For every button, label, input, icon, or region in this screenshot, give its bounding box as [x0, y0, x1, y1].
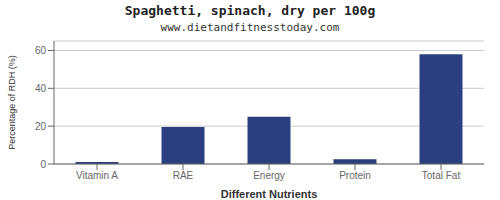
svg-text:20: 20	[35, 121, 47, 132]
svg-text:60: 60	[35, 45, 47, 56]
svg-text:Vitamin A: Vitamin A	[76, 170, 118, 181]
svg-text:Protein: Protein	[339, 170, 371, 181]
svg-text:0: 0	[40, 159, 46, 170]
html-text:Spaghetti, spinach, dry per 10: Spaghetti, spinach, dry per 100g	[124, 3, 376, 18]
svg-text:Total Fat: Total Fat	[422, 170, 461, 181]
svg-text:40: 40	[35, 83, 47, 94]
svg-text:Energy: Energy	[253, 170, 285, 181]
svg-text:Different Nutrients: Different Nutrients	[221, 188, 318, 198]
html-text:www.dietandfitnesstoday.com: www.dietandfitnesstoday.com	[160, 21, 340, 34]
svg-text:RAE: RAE	[173, 170, 194, 181]
svg-text:Percentage of RDH (%): Percentage of RDH (%)	[8, 55, 17, 150]
